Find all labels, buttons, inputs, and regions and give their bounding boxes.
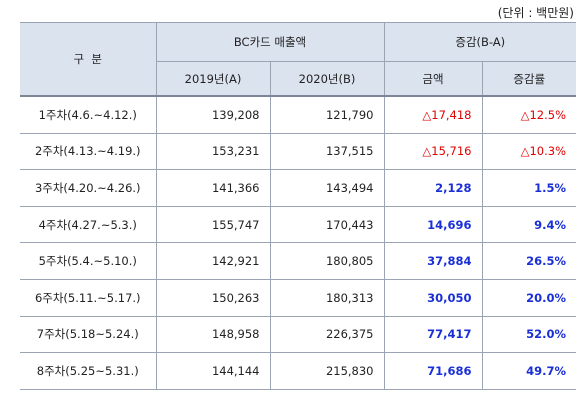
change-amount-cell: 14,696 [383, 205, 483, 244]
change-amount-cell: 30,050 [383, 278, 483, 317]
week-cell: 2주차(4.13.~4.19.) [20, 132, 157, 171]
change-amount-cell: △17,418 [383, 94, 483, 134]
week-cell: 7주차(5.18~5.24.) [20, 315, 157, 354]
sales-2020-cell: 121,790 [269, 94, 385, 134]
sales-2019-cell: 155,747 [155, 205, 271, 244]
change-amount-cell: 77,417 [383, 315, 483, 354]
change-rate-cell: 1.5% [481, 169, 577, 207]
table-row: 3주차(4.20.~4.26.) 141,366 143,494 2,128 1.5% [20, 169, 577, 207]
week-cell: 8주차(5.25~5.31.) [20, 352, 157, 390]
table-row: 1주차(4.6.~4.12.) 139,208 121,790 △17,418 △12.… [20, 94, 577, 134]
weekly-sales-table: 구 분 BC카드 매출액 증감(B-A) 2019년(A) 2020년(B) 금… [20, 22, 577, 390]
week-cell: 1주차(4.6.~4.12.) [20, 94, 157, 134]
table-body: 1주차(4.6.~4.12.) 139,208 121,790 △17,418 △12.… [20, 94, 577, 390]
change-rate-cell: 9.4% [481, 205, 577, 244]
table-row: 8주차(5.25~5.31.) 144,144 215,830 71,686 49.7% [20, 352, 577, 390]
unit-note: (단위 : 백만원) [497, 6, 574, 20]
sales-2019-cell: 142,921 [155, 242, 271, 280]
header-category: 구 분 [20, 22, 157, 97]
sales-2019-cell: 148,958 [155, 315, 271, 354]
header-bc-sales: BC카드 매출액 [155, 22, 385, 62]
change-amount-cell: 2,128 [383, 169, 483, 207]
week-cell: 3주차(4.20.~4.26.) [20, 169, 157, 207]
header-amount: 금액 [383, 61, 483, 97]
table-row: 7주차(5.18~5.24.) 148,958 226,375 77,417 52.0% [20, 315, 577, 354]
table-row: 2주차(4.13.~4.19.) 153,231 137,515 △15,716 △10… [20, 132, 577, 171]
sales-2020-cell: 226,375 [269, 315, 385, 354]
change-rate-cell: 52.0% [481, 315, 577, 354]
sales-2019-cell: 153,231 [155, 132, 271, 171]
sales-2020-cell: 137,515 [269, 132, 385, 171]
week-cell: 6주차(5.11.~5.17.) [20, 278, 157, 317]
sales-2020-cell: 143,494 [269, 169, 385, 207]
sales-2020-cell: 215,830 [269, 352, 385, 390]
week-cell: 4주차(4.27.~5.3.) [20, 205, 157, 244]
header-2019: 2019년(A) [156, 61, 271, 97]
table-row: 6주차(5.11.~5.17.) 150,263 180,313 30,050 20.0… [20, 278, 577, 317]
change-amount-cell: △15,716 [383, 132, 483, 171]
change-rate-cell: △10.3% [481, 132, 577, 171]
sales-2019-cell: 141,366 [155, 169, 271, 207]
sales-2019-cell: 150,263 [155, 278, 271, 317]
change-rate-cell: 26.5% [481, 242, 577, 280]
sales-2019-cell: 144,144 [155, 352, 271, 390]
header-change: 증감(B-A) [383, 22, 577, 62]
change-amount-cell: 71,686 [383, 352, 483, 390]
table-row: 4주차(4.27.~5.3.) 155,747 170,443 14,696 9.4% [20, 205, 577, 244]
header-rate: 증감률 [481, 61, 577, 97]
sales-2020-cell: 180,805 [269, 242, 385, 280]
change-rate-cell: 20.0% [481, 278, 577, 317]
change-amount-cell: 37,884 [383, 242, 483, 280]
sales-2019-cell: 139,208 [155, 94, 271, 134]
change-rate-cell: △12.5% [481, 94, 577, 134]
sales-2020-cell: 170,443 [269, 205, 385, 244]
header-2020: 2020년(B) [269, 61, 385, 97]
change-rate-cell: 49.7% [481, 352, 577, 390]
week-cell: 5주차(5.4.~5.10.) [20, 242, 157, 280]
sales-2020-cell: 180,313 [269, 278, 385, 317]
table-row: 5주차(5.4.~5.10.) 142,921 180,805 37,884 26.5% [20, 242, 577, 280]
